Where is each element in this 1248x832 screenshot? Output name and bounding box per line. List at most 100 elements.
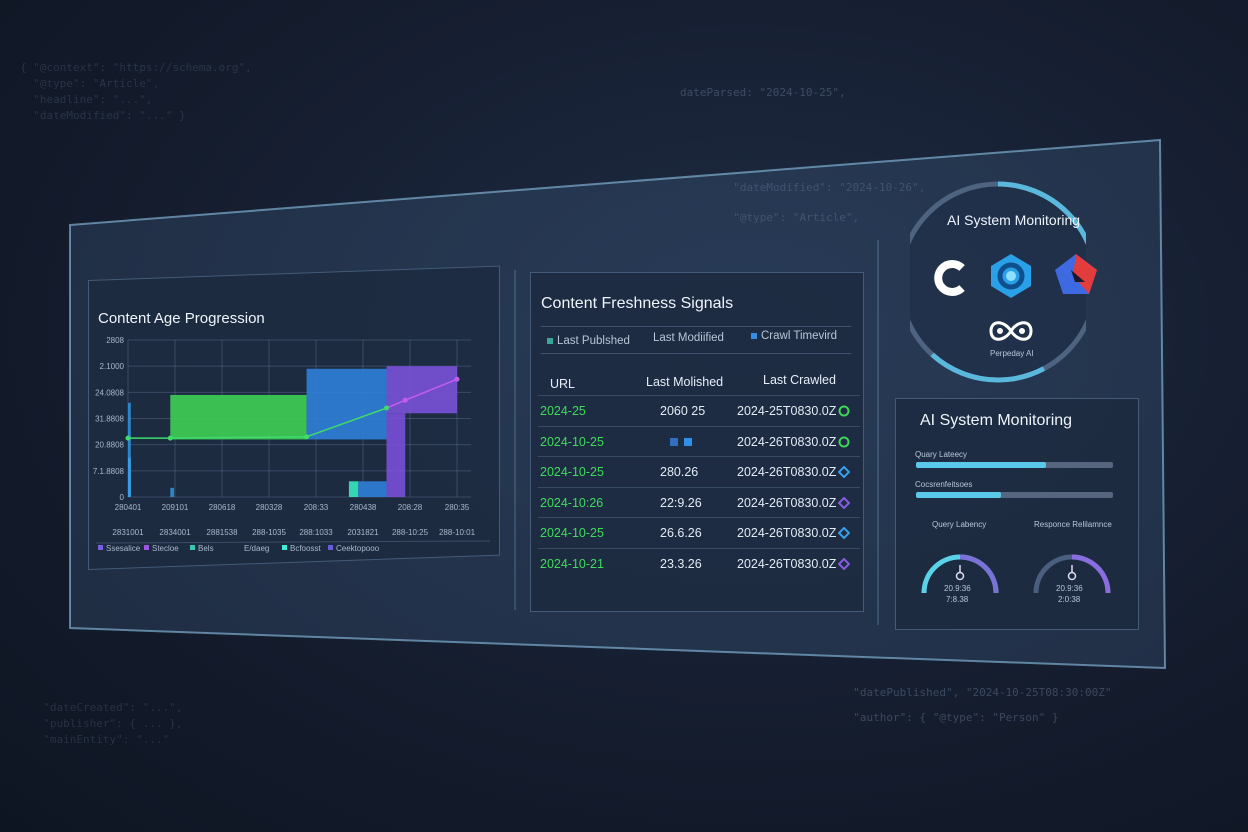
- line-point: [304, 434, 310, 440]
- cell-crawled: 2024-26T0830.0Z: [737, 465, 837, 479]
- line-segment: [170, 436, 307, 439]
- legend-swatch: [282, 545, 287, 550]
- col-crawled: Last Crawled: [763, 373, 836, 387]
- cell-modified: 2060 25: [660, 404, 706, 418]
- monitor-panel: [895, 398, 1139, 630]
- table-row[interactable]: 2024-10-21 23.3.26 2024-26T0830.0Z: [538, 547, 860, 578]
- y-tick-label: 0: [120, 493, 125, 502]
- table-row[interactable]: 2024-25 2060 25 2024-25T0830.0Z: [538, 395, 860, 425]
- legend-label: Ceektopooo: [336, 544, 380, 553]
- chart-bar: [386, 366, 457, 414]
- status-diamond-icon: [837, 526, 851, 542]
- x-tick-label: 2834001: [159, 528, 191, 537]
- bar-fill: [916, 492, 1001, 498]
- ai-circle-title: AI System Monitoring: [947, 212, 1081, 228]
- status-circle-icon: [838, 405, 850, 420]
- cell-url[interactable]: 2024-10-25: [540, 465, 604, 479]
- line-point: [167, 435, 173, 441]
- cell-url[interactable]: 2024-10:26: [540, 495, 604, 510]
- legend-last-published: Last Publshed: [547, 335, 630, 347]
- query-latency-bar: [916, 462, 1113, 468]
- cell-url[interactable]: 2024-10-25: [540, 526, 604, 540]
- table-row[interactable]: 2024-10:26 22:9.26 2024-26T0830.0Z: [538, 486, 860, 517]
- x-tick-label: 288-10:01: [439, 528, 476, 537]
- legend-label: Last Modiified: [653, 332, 724, 344]
- x-tick-label: 288-10:25: [392, 528, 429, 537]
- chart-title: Content Age Progression: [98, 310, 265, 327]
- x-tick-label: 209101: [162, 503, 189, 512]
- gauge-label: Responce Relilamnce: [1034, 520, 1112, 529]
- chart-bar: [358, 481, 387, 497]
- legend-swatch: [144, 545, 149, 550]
- cell-url[interactable]: 2024-10-25: [540, 434, 604, 449]
- cell-crawled: 2024-26T0830.0Z: [737, 495, 837, 510]
- gauge-label: Query Labency: [932, 520, 987, 529]
- status-circle-icon: [838, 436, 850, 451]
- query-latency-gauge: [921, 554, 999, 594]
- legend-label: E/daeg: [244, 544, 269, 553]
- x-tick-label: 2031821: [347, 528, 379, 537]
- gauge-value: 7:8.38: [946, 595, 969, 604]
- legend-label: Stecloe: [152, 544, 179, 553]
- status-diamond-icon: [837, 496, 851, 512]
- line-point: [384, 405, 389, 411]
- x-tick-label: 2881538: [206, 528, 238, 537]
- chart-bar: [170, 487, 175, 497]
- table-row[interactable]: 2024-10-25 280.26 2024-26T0830.0Z: [538, 456, 860, 486]
- x-tick-label: 280401: [115, 503, 142, 512]
- chart-bar: [128, 402, 131, 497]
- col-modified: Last Molished: [646, 375, 724, 389]
- legend-crawl: Crawl Timevird: [751, 330, 837, 342]
- code-line: "datePublished", "2024-10-25T08:30:00Z": [840, 686, 1112, 699]
- bar-label: Cocsrenfeitsoes: [915, 480, 973, 489]
- y-tick-label: 7.1.8808: [93, 467, 125, 476]
- monitor-title: AI System Monitoring: [920, 412, 1073, 429]
- y-tick-label: 24.0808: [95, 388, 124, 397]
- x-tick-label: 280438: [350, 503, 377, 512]
- legend-swatch: [98, 545, 103, 550]
- x-tick-label: 280:35: [445, 503, 470, 512]
- freshness-table: URL Last Molished Last Crawled 2024-25 20…: [538, 365, 860, 585]
- cell-url[interactable]: 2024-10-21: [540, 556, 604, 571]
- legend-swatch: [328, 545, 333, 550]
- y-tick-label: 2.1000: [100, 362, 125, 371]
- line-point: [454, 376, 460, 382]
- table-row[interactable]: 2024-10-25 26.6.26 2024-26T0830.0Z: [538, 517, 860, 547]
- cell-modified: 23.3.26: [660, 556, 702, 571]
- gauge-value: 2:0:38: [1058, 595, 1081, 604]
- legend-swatch: [190, 545, 195, 550]
- response-gauge: [1033, 554, 1111, 594]
- cell-crawled: 2024-26T0830.0Z: [737, 526, 837, 540]
- status-diamond-icon: [837, 557, 851, 573]
- gauge-value: 20.9:36: [944, 584, 971, 593]
- divider: [95, 540, 491, 544]
- chart-bar: [170, 394, 307, 440]
- chart-bar: [128, 457, 131, 497]
- cell-crawled: 2024-26T0830.0Z: [737, 434, 837, 449]
- infinity-logo-icon: [989, 321, 1033, 341]
- legend-label: Last Publshed: [557, 335, 630, 347]
- code-line: "author": { "@type": "Person" }: [840, 711, 1059, 724]
- cell-url[interactable]: 2024-25: [540, 404, 586, 418]
- gauge-value: 20.9:36: [1056, 584, 1083, 593]
- x-tick-label: 280328: [256, 503, 283, 512]
- line-point: [125, 435, 131, 441]
- legend-swatch: [547, 338, 553, 344]
- y-tick-label: 31.8808: [95, 415, 124, 424]
- bar-label: Quary Lateecy: [915, 450, 968, 459]
- legend-swatch: [751, 333, 757, 339]
- concurrency-bar: [916, 492, 1113, 498]
- modified-icons: [670, 435, 692, 449]
- col-url: URL: [550, 377, 576, 391]
- legend-label: Ssesalice: [106, 544, 141, 553]
- table-row[interactable]: 2024-10-25 2024-26T0830.0Z: [538, 425, 860, 456]
- table-legend: Last Publshed Last Modiified Crawl Timev…: [541, 326, 851, 354]
- chart-bar: [348, 481, 359, 497]
- freshness-panel: [530, 272, 864, 612]
- line-point: [402, 397, 408, 403]
- status-diamond-icon: [837, 465, 851, 481]
- swirl-logo-icon: [991, 254, 1031, 298]
- chart-bar: [306, 368, 387, 440]
- bar-fill: [916, 462, 1047, 468]
